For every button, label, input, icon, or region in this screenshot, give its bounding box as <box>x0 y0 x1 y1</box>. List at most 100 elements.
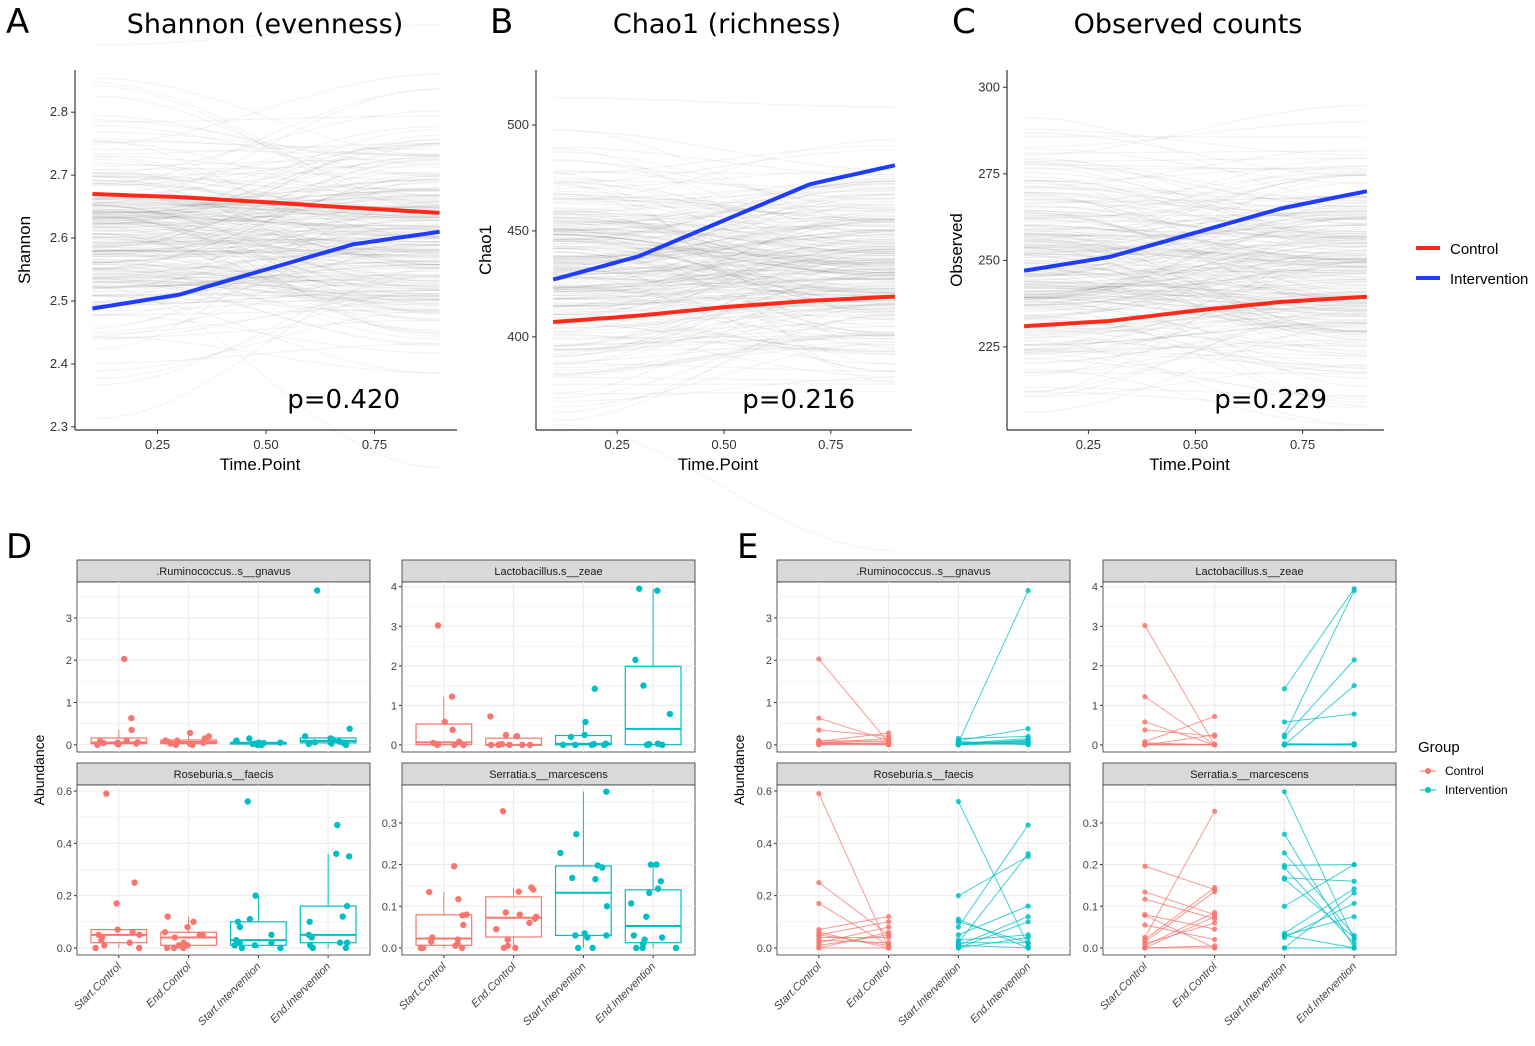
intervention-point <box>560 742 566 748</box>
intervention-end-point <box>1026 903 1031 908</box>
control-point <box>460 922 466 928</box>
bottom-legend: Group Control Intervention <box>1418 739 1508 797</box>
intervention-end-point <box>1352 914 1357 919</box>
intervention-end-point <box>1352 879 1357 884</box>
control-point <box>459 912 465 918</box>
permutation-curve <box>1024 136 1367 137</box>
panel-letter-b: B <box>490 2 513 42</box>
intervention-start-point <box>1282 850 1287 855</box>
intervention-point <box>277 739 283 745</box>
control-point <box>451 863 457 869</box>
intervention-point <box>346 726 352 732</box>
control-start-point <box>816 880 821 885</box>
intervention-point <box>309 934 315 940</box>
intervention-point <box>643 913 649 919</box>
control-end-point <box>886 919 891 924</box>
panel-letter-e: E <box>737 527 758 567</box>
x-tick-label: Start.Intervention <box>196 961 264 1029</box>
intervention-point <box>603 932 609 938</box>
intervention-point <box>640 682 646 688</box>
control-end-point <box>1212 732 1217 737</box>
control-point <box>172 934 178 940</box>
intervention-point <box>252 892 258 898</box>
intervention-point <box>237 940 243 946</box>
intervention-start-point <box>956 741 961 746</box>
intervention-start-point <box>1282 945 1287 950</box>
control-end-point <box>886 914 891 919</box>
control-point <box>103 790 109 796</box>
intervention-point <box>655 886 661 892</box>
intervention-start-point <box>1282 832 1287 837</box>
facet-panel <box>402 582 695 752</box>
control-point <box>200 932 206 938</box>
control-point <box>131 879 137 885</box>
control-point <box>115 741 121 747</box>
control-start-point <box>816 901 821 906</box>
intervention-end-point <box>1026 935 1031 940</box>
control-point <box>420 945 426 951</box>
p-value-annotation: p=0.229 <box>1214 385 1327 415</box>
y-axis-label: Observed <box>947 213 966 287</box>
permutation-curves <box>1024 105 1367 425</box>
control-point <box>449 693 455 699</box>
control-point <box>126 940 132 946</box>
intervention-point <box>233 738 239 744</box>
control-point <box>442 719 448 725</box>
intervention-point <box>654 587 660 593</box>
y-tick-label: 450 <box>507 223 529 238</box>
control-point <box>500 808 506 814</box>
intervention-point <box>245 798 251 804</box>
intervention-start-point <box>1282 877 1287 882</box>
control-end-point <box>886 930 891 935</box>
x-axis-label: Time.Point <box>678 455 759 474</box>
intervention-point <box>557 850 563 856</box>
intervention-end-point <box>1026 822 1031 827</box>
control-point <box>526 920 532 926</box>
legend-intervention-label: Intervention <box>1450 271 1528 288</box>
control-point <box>174 737 180 743</box>
control-start-point <box>816 742 821 747</box>
control-point <box>435 622 441 628</box>
control-point <box>505 943 511 949</box>
control-start-point <box>816 716 821 721</box>
control-point <box>187 730 193 736</box>
y-tick-label: 0.2 <box>57 891 72 903</box>
y-tick-label: 225 <box>978 339 1000 354</box>
intervention-point <box>277 945 283 951</box>
y-tick-label: 3 <box>1092 621 1098 633</box>
intervention-point <box>646 741 652 747</box>
intervention-point <box>306 919 312 925</box>
control-point <box>451 742 457 748</box>
control-end-point <box>886 741 891 746</box>
facet-strip-label: Serratia.s__marcescens <box>1190 769 1309 781</box>
facet-panel <box>777 582 1070 752</box>
y-tick-label: 300 <box>978 79 1000 94</box>
intervention-point <box>659 742 665 748</box>
x-tick-label: End.Control <box>844 960 894 1010</box>
intervention-point <box>336 738 342 744</box>
control-point <box>136 945 142 951</box>
control-start-point <box>1142 741 1147 746</box>
control-point <box>455 896 461 902</box>
y-tick-label: 2 <box>66 655 72 667</box>
facet-strip-label: .Ruminococcus..s__gnavus <box>856 566 991 578</box>
intervention-point <box>346 853 352 859</box>
intervention-point <box>632 657 638 663</box>
facet-strip-label: Lactobacillus.s__zeae <box>1195 566 1303 578</box>
intervention-end-point <box>1352 901 1357 906</box>
y-tick-label: 250 <box>978 252 1000 267</box>
intervention-point <box>268 932 274 938</box>
y-tick-label: 4 <box>391 582 397 594</box>
control-point <box>426 889 432 895</box>
intervention-point <box>653 861 659 867</box>
control-point <box>189 742 195 748</box>
control-point <box>517 911 523 917</box>
control-point <box>514 733 520 739</box>
facet-panel <box>1103 785 1396 955</box>
legend-control-key-label: Control <box>1445 764 1484 778</box>
x-tick-label: 0.25 <box>1076 437 1101 452</box>
y-tick-label: 4 <box>1092 582 1098 594</box>
control-point <box>176 942 182 948</box>
control-point <box>506 742 512 748</box>
control-point <box>190 919 196 925</box>
